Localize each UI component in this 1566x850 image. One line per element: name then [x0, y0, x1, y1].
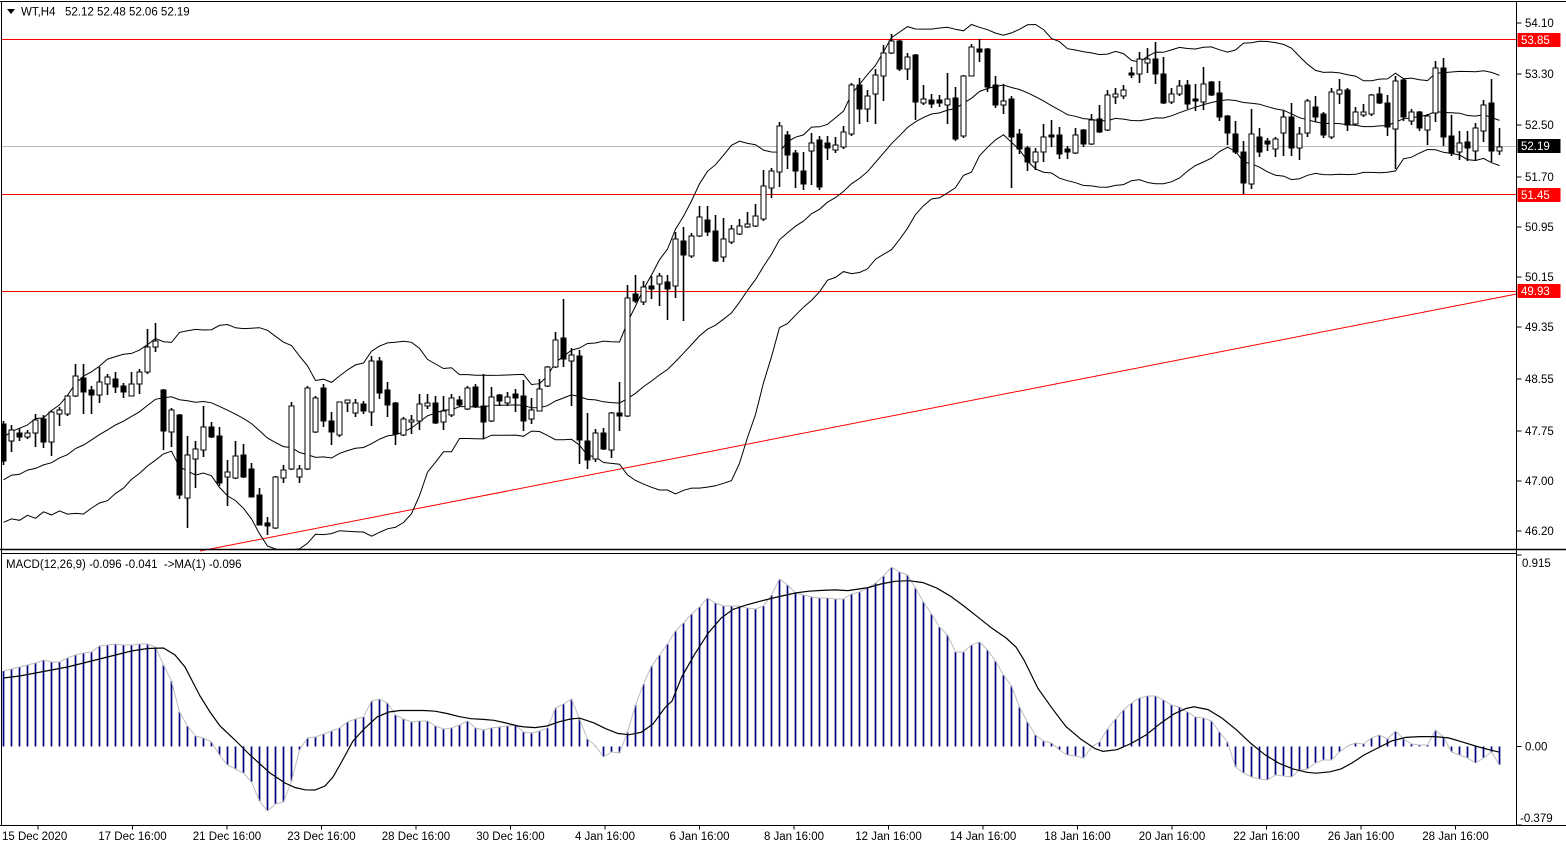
svg-text:WT,H4: WT,H4 — [21, 7, 56, 19]
svg-text:50.95: 50.95 — [1525, 222, 1554, 234]
svg-text:0.915: 0.915 — [1522, 558, 1551, 570]
svg-text:15 Dec 2020: 15 Dec 2020 — [2, 831, 67, 843]
svg-text:12 Jan 16:00: 12 Jan 16:00 — [855, 831, 922, 843]
svg-text:49.93: 49.93 — [1521, 286, 1550, 298]
svg-text:51.45: 51.45 — [1521, 190, 1550, 202]
svg-text:52.19: 52.19 — [1521, 141, 1550, 153]
svg-text:14 Jan 16:00: 14 Jan 16:00 — [950, 831, 1017, 843]
svg-text:28 Dec 16:00: 28 Dec 16:00 — [382, 831, 450, 843]
svg-text:47.75: 47.75 — [1525, 426, 1554, 438]
svg-text:21 Dec 16:00: 21 Dec 16:00 — [193, 831, 261, 843]
svg-text:50.15: 50.15 — [1525, 272, 1554, 284]
svg-text:51.70: 51.70 — [1525, 172, 1554, 184]
svg-text:53.85: 53.85 — [1521, 35, 1550, 47]
svg-text:30 Dec 16:00: 30 Dec 16:00 — [476, 831, 544, 843]
svg-text:52.12 52.48 52.06 52.19: 52.12 52.48 52.06 52.19 — [65, 7, 190, 19]
svg-text:6 Jan 16:00: 6 Jan 16:00 — [669, 831, 729, 843]
svg-text:26 Jan 16:00: 26 Jan 16:00 — [1328, 831, 1395, 843]
svg-text:23 Dec 16:00: 23 Dec 16:00 — [287, 831, 355, 843]
svg-text:18 Jan 16:00: 18 Jan 16:00 — [1044, 831, 1111, 843]
svg-text:46.20: 46.20 — [1525, 526, 1554, 538]
svg-text:4 Jan 16:00: 4 Jan 16:00 — [575, 831, 635, 843]
svg-text:47.00: 47.00 — [1525, 476, 1554, 488]
svg-text:17 Dec 16:00: 17 Dec 16:00 — [98, 831, 166, 843]
svg-text:54.10: 54.10 — [1525, 18, 1554, 30]
svg-text:MACD(12,26,9) -0.096 -0.041 -: MACD(12,26,9) -0.096 -0.041 ->MA(1) -0.0… — [6, 559, 242, 571]
svg-text:28 Jan 16:00: 28 Jan 16:00 — [1422, 831, 1489, 843]
svg-text:20 Jan 16:00: 20 Jan 16:00 — [1139, 831, 1206, 843]
svg-text:0.00: 0.00 — [1525, 742, 1547, 754]
svg-text:49.35: 49.35 — [1525, 322, 1554, 334]
svg-text:52.50: 52.50 — [1525, 120, 1554, 132]
svg-text:22 Jan 16:00: 22 Jan 16:00 — [1233, 831, 1300, 843]
svg-text:-0.379: -0.379 — [1520, 813, 1553, 825]
svg-text:53.30: 53.30 — [1525, 69, 1554, 81]
svg-text:8 Jan 16:00: 8 Jan 16:00 — [764, 831, 824, 843]
svg-text:48.55: 48.55 — [1525, 374, 1554, 386]
